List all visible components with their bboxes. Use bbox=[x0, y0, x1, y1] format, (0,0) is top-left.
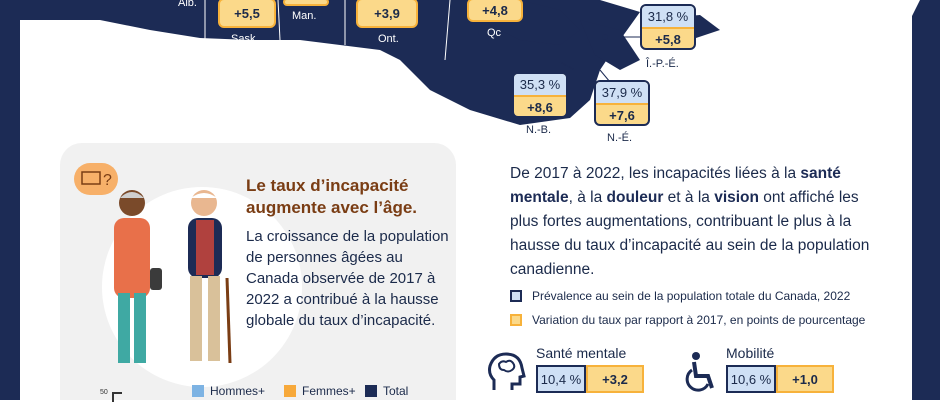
kw-sante-mentale: santé mentale bbox=[510, 165, 841, 206]
canada-map: Alb. +5,5 Sask. Man. +3,9 Ont. +4,8 Qc 3… bbox=[0, 0, 940, 144]
legend-femmes: Femmes+ bbox=[284, 384, 356, 398]
wheelchair-icon bbox=[682, 350, 722, 399]
label-qc: Qc bbox=[487, 27, 502, 39]
stat-mobilite: Mobilité 10,6 % +1,0 bbox=[726, 345, 834, 393]
key-label-prevalence: Prévalence au sein de la population tota… bbox=[532, 289, 851, 303]
svg-text:?: ? bbox=[103, 172, 112, 189]
brain-head-icon bbox=[486, 350, 526, 399]
key-change: Variation du taux par rapport à 2017, en… bbox=[510, 313, 865, 327]
key-prevalence: Prévalence au sein de la population tota… bbox=[510, 289, 850, 303]
label-sask: Sask. bbox=[231, 33, 259, 45]
legend-total: Total bbox=[365, 384, 408, 398]
box-sask: +5,5 bbox=[218, 0, 276, 28]
legend-swatch-hommes bbox=[192, 385, 204, 397]
label-ipe: Î.-P.-É. bbox=[646, 58, 679, 70]
label-ont: Ont. bbox=[378, 33, 399, 45]
kw-vision: vision bbox=[714, 189, 759, 206]
key-swatch-prevalence bbox=[510, 290, 522, 302]
key-label-change: Variation du taux par rapport à 2017, en… bbox=[532, 313, 866, 327]
box-qc: +4,8 bbox=[467, 0, 523, 22]
label-man: Man. bbox=[292, 10, 317, 22]
stat-prevalence-sante-mentale: 10,4 % bbox=[536, 365, 586, 393]
legend-label-femmes: Femmes+ bbox=[302, 384, 356, 398]
box-man bbox=[283, 0, 329, 6]
stat-change-mobilite: +1,0 bbox=[776, 365, 834, 393]
leader-lines bbox=[559, 34, 640, 83]
age-card-text: La croissance de la population de person… bbox=[246, 228, 449, 329]
legend-swatch-total bbox=[365, 385, 377, 397]
label-ne: N.-É. bbox=[607, 132, 633, 144]
label-alb: Alb. bbox=[178, 0, 197, 9]
legend-label-hommes: Hommes+ bbox=[210, 384, 266, 398]
stat-prevalence-mobilite: 10,6 % bbox=[726, 365, 776, 393]
seniors-illustration: ? bbox=[74, 163, 232, 364]
right-frame bbox=[912, 0, 940, 400]
stat-label-sante-mentale: Santé mentale bbox=[536, 345, 627, 361]
label-nb: N.-B. bbox=[526, 124, 552, 136]
age-card: ? bbox=[60, 143, 456, 400]
axis-tick-50: 50 bbox=[100, 389, 108, 396]
kw-douleur: douleur bbox=[606, 189, 664, 206]
box-nb: 35,3 % +8,6 bbox=[512, 72, 568, 118]
legend-label-total: Total bbox=[383, 384, 409, 398]
left-frame bbox=[0, 0, 20, 400]
box-ne: 37,9 % +7,6 bbox=[594, 80, 650, 126]
age-card-title: Le taux d’incapacité augmente avec l’âge… bbox=[246, 176, 418, 217]
stat-change-sante-mentale: +3,2 bbox=[586, 365, 644, 393]
stat-label-mobilite: Mobilité bbox=[726, 345, 775, 361]
axis-line bbox=[112, 392, 122, 402]
box-ont: +3,9 bbox=[356, 0, 418, 28]
key-swatch-change bbox=[510, 314, 522, 326]
box-ipe: 31,8 % +5,8 bbox=[640, 4, 696, 50]
stat-sante-mentale: Santé mentale 10,4 % +3,2 bbox=[536, 345, 644, 393]
legend-swatch-femmes bbox=[284, 385, 296, 397]
legend-hommes: Hommes+ bbox=[192, 384, 265, 398]
summary-paragraph: De 2017 à 2022, les incapacités liées à … bbox=[510, 165, 870, 278]
